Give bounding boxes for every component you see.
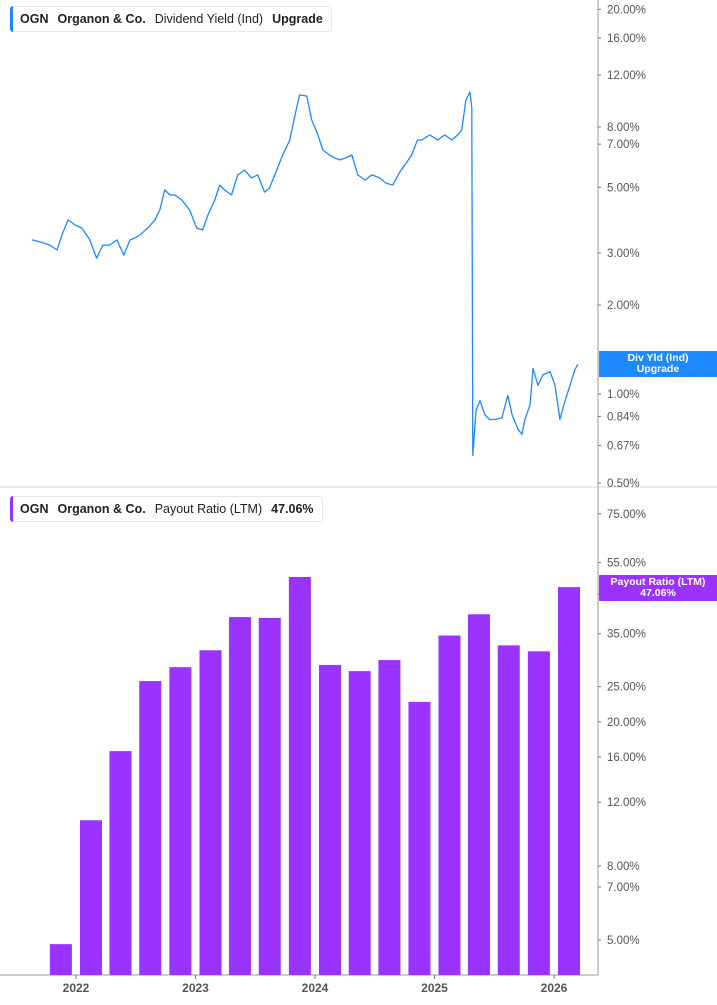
x-axis-tick-label: 2023: [182, 981, 209, 995]
payout-bar: [438, 635, 461, 975]
yield-tag-value: Upgrade: [636, 363, 680, 375]
yield-last-value-tag[interactable]: Div Yld (Ind) Upgrade: [599, 351, 717, 377]
payout-bar: [139, 681, 162, 975]
payout-last-value-tag: Payout Ratio (LTM) 47.06%: [599, 575, 717, 601]
payout-bar: [319, 664, 341, 975]
yield-axis-tick-label: 0.84%: [607, 411, 640, 423]
payout-bar: [49, 944, 72, 975]
top-legend-ticker: OGN: [20, 12, 49, 26]
yield-axis-tick-label: 0.50%: [607, 478, 640, 490]
payout-bar: [558, 587, 580, 975]
yield-series-marker: [10, 6, 13, 32]
top-legend-company: Organon & Co.: [57, 12, 146, 26]
yield-axis-tick-label: 0.67%: [607, 440, 640, 452]
top-legend: OGN Organon & Co. Dividend Yield (Ind) U…: [10, 6, 332, 32]
upgrade-link[interactable]: Upgrade: [272, 12, 323, 26]
payout-axis-tick-label: 16.00%: [607, 752, 646, 764]
payout-bar: [378, 660, 401, 975]
payout-axis-tick-label: 12.00%: [607, 797, 646, 809]
bottom-legend: OGN Organon & Co. Payout Ratio (LTM) 47.…: [10, 496, 323, 522]
x-axis-tick-label: 2025: [421, 981, 448, 995]
x-axis-tick-label: 2026: [541, 981, 568, 995]
payout-bar: [109, 751, 132, 975]
payout-bar: [228, 617, 251, 975]
x-axis-tick-label: 2022: [63, 981, 90, 995]
bottom-legend-value: 47.06%: [271, 502, 314, 516]
payout-axis-tick-label: 35.00%: [607, 629, 646, 641]
payout-axis-tick-label: 25.00%: [607, 682, 646, 694]
payout-bar: [348, 671, 371, 975]
payout-axis-tick-label: 20.00%: [607, 717, 646, 729]
yield-axis-tick-label: 1.00%: [607, 389, 640, 401]
yield-axis-tick-label: 16.00%: [607, 33, 646, 45]
yield-axis-tick-label: 12.00%: [607, 70, 646, 82]
payout-bar: [467, 614, 490, 975]
yield-axis-tick-label: 5.00%: [607, 182, 640, 194]
payout-axis-tick-label: 75.00%: [607, 509, 646, 521]
payout-bar: [258, 617, 281, 975]
dividend-yield-line: [31, 91, 579, 457]
payout-bar: [527, 651, 550, 975]
payout-axis-tick-label: 5.00%: [607, 935, 640, 947]
payout-axis-tick-label: 55.00%: [607, 558, 646, 570]
payout-tag-label: Payout Ratio (LTM): [610, 576, 706, 588]
yield-axis-tick-label: 2.00%: [607, 300, 640, 312]
yield-axis-tick-label: 8.00%: [607, 122, 640, 134]
payout-series-marker: [10, 496, 13, 522]
x-axis-tick-label: 2024: [302, 981, 329, 995]
yield-axis-tick-label: 3.00%: [607, 248, 640, 260]
bottom-legend-company: Organon & Co.: [57, 502, 146, 516]
top-legend-metric: Dividend Yield (Ind): [154, 12, 264, 26]
bottom-legend-ticker: OGN: [20, 502, 49, 516]
payout-bar: [497, 645, 520, 975]
yield-tag-label: Div Yld (Ind): [627, 352, 689, 364]
payout-bar: [288, 576, 311, 975]
payout-bar: [80, 820, 102, 975]
payout-bar: [408, 701, 431, 975]
payout-axis-tick-label: 7.00%: [607, 882, 640, 894]
yield-axis-tick-label: 20.00%: [607, 4, 646, 16]
payout-tag-value: 47.06%: [640, 587, 676, 599]
bottom-legend-metric: Payout Ratio (LTM): [154, 502, 263, 516]
payout-bar: [169, 667, 192, 975]
yield-axis-tick-label: 7.00%: [607, 139, 640, 151]
payout-bar: [199, 650, 222, 975]
payout-axis-tick-label: 8.00%: [607, 861, 640, 873]
